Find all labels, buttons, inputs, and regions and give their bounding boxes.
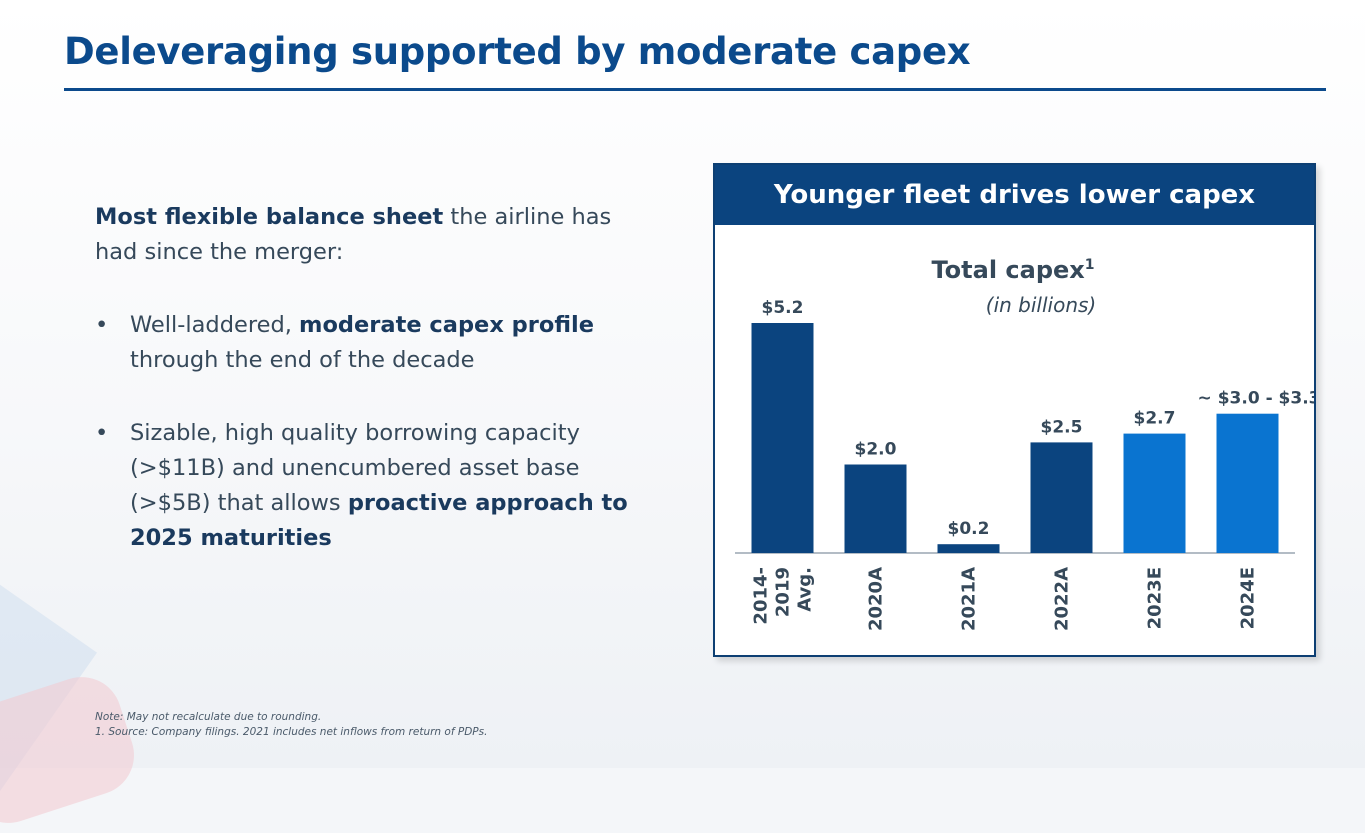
tick-label-0-line-0: 2014- — [751, 567, 772, 625]
chart-title-superscript: 1 — [1085, 257, 1095, 273]
bar-3 — [1030, 442, 1093, 553]
data-label-3: $2.5 — [1041, 417, 1083, 437]
intro-bold: Most flexible balance sheet — [95, 204, 444, 230]
footnote-line-1: Note: May not recalculate due to roundin… — [95, 711, 322, 723]
footnote: Note: May not recalculate due to roundin… — [95, 710, 487, 740]
tick-label-3-line-0: 2022A — [1052, 567, 1073, 631]
bar-5 — [1216, 413, 1279, 553]
tick-label-0-line-2: Avg. — [795, 567, 816, 612]
panel-header: Younger fleet drives lower capex — [715, 165, 1314, 225]
title-divider — [64, 88, 1326, 91]
tick-label-5-line-0: 2024E — [1238, 567, 1259, 629]
bar-1 — [844, 464, 907, 553]
bullet-item: • Sizable, high quality borrowing capacit… — [95, 416, 655, 556]
tick-label-1-line-0: 2020A — [866, 567, 887, 631]
capex-bar-chart: Total capex1 (in billions) $5.2 2014- 2019 Av… — [735, 256, 1314, 631]
bullet-list: • Well-laddered, moderate capex profile t… — [95, 308, 655, 556]
bullet-text-pre: Well-laddered, — [130, 312, 300, 338]
tick-label-2: 2021A — [959, 567, 980, 631]
bullet-text-post: through the end of the decade — [130, 347, 475, 373]
chart-subtitle: (in billions) — [986, 293, 1096, 317]
bar-4 — [1123, 433, 1186, 553]
page-title: Deleveraging supported by moderate capex — [64, 30, 971, 73]
bar-2 — [937, 544, 1000, 553]
data-label-4: $2.7 — [1134, 409, 1176, 429]
data-label-5: ~ $3.0 - $3.3 — [1198, 389, 1314, 409]
bullet-dot-icon: • — [95, 420, 109, 446]
tick-label-5: 2024E — [1238, 567, 1259, 629]
tick-label-0: 2014- 2019 Avg. — [751, 567, 816, 625]
tick-label-3: 2022A — [1052, 567, 1073, 631]
intro-paragraph: Most flexible balance sheet the airline … — [95, 200, 655, 270]
tick-label-2-line-0: 2021A — [959, 567, 980, 631]
tick-label-4-line-0: 2023E — [1145, 567, 1166, 629]
tick-label-4: 2023E — [1145, 567, 1166, 629]
chart-title-text: Total capex — [931, 256, 1085, 284]
tick-label-1: 2020A — [866, 567, 887, 631]
bar-0 — [751, 323, 814, 553]
chart-title: Total capex1 — [931, 256, 1094, 284]
body-text: Most flexible balance sheet the airline … — [95, 200, 655, 594]
data-label-2: $0.2 — [948, 519, 990, 539]
data-label-0: $5.2 — [762, 298, 804, 318]
bullet-text-bold: moderate capex profile — [299, 312, 594, 338]
intro-rest: the airline has had since the merger: — [95, 204, 612, 265]
footnote-line-2: 1. Source: Company filings. 2021 include… — [95, 726, 488, 738]
bullet-text-bold: proactive approach to 2025 maturities — [130, 490, 628, 551]
bullet-text-pre: Sizable, high quality borrowing capacity… — [130, 420, 580, 516]
tick-label-0-line-1: 2019 — [773, 567, 794, 617]
bullet-dot-icon: • — [95, 312, 109, 338]
chart-panel: Younger fleet drives lower capex Total c… — [713, 163, 1316, 657]
bullet-item: • Well-laddered, moderate capex profile t… — [95, 308, 655, 378]
data-label-1: $2.0 — [855, 440, 897, 460]
